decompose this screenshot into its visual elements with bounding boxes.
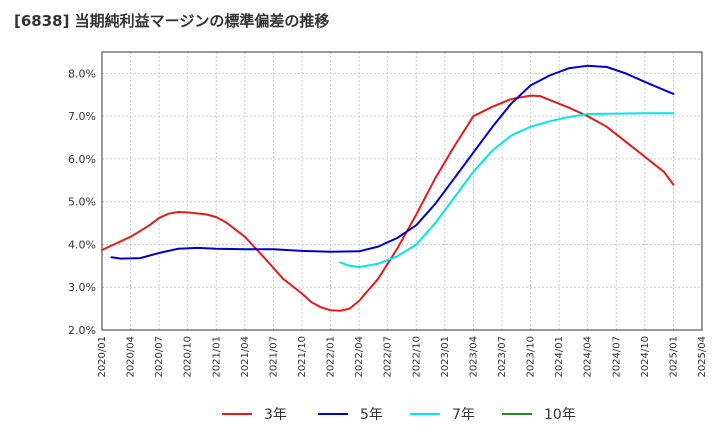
y-tick-label: 8.0% bbox=[68, 67, 96, 80]
x-tick-label: 2023/10 bbox=[526, 336, 537, 378]
y-tick-label: 4.0% bbox=[68, 238, 96, 251]
y-tick-label: 3.0% bbox=[68, 281, 96, 294]
x-tick-label: 2024/10 bbox=[640, 336, 651, 378]
x-tick-label: 2021/07 bbox=[268, 336, 279, 378]
x-tick-label: 2024/01 bbox=[554, 336, 565, 378]
series-line-3 bbox=[339, 112, 675, 269]
plot-area bbox=[102, 52, 702, 330]
legend-label-2: 5年 bbox=[360, 407, 383, 423]
series-line-1 bbox=[101, 94, 675, 312]
x-tick-label: 2020/07 bbox=[154, 336, 165, 378]
x-tick-label: 2024/04 bbox=[583, 336, 594, 378]
series-line-2 bbox=[110, 64, 675, 260]
y-tick-label: 7.0% bbox=[68, 110, 96, 123]
x-tick-label: 2022/10 bbox=[411, 336, 422, 378]
y-tick-label: 5.0% bbox=[68, 196, 96, 209]
x-tick-label: 2022/01 bbox=[326, 336, 337, 378]
legend-label-3: 7年 bbox=[452, 407, 475, 423]
x-tick-label: 2025/04 bbox=[697, 336, 708, 378]
x-tick-label: 2023/04 bbox=[468, 336, 479, 378]
x-tick-label: 2022/04 bbox=[354, 336, 365, 378]
x-tick-label: 2023/01 bbox=[440, 336, 451, 378]
y-tick-label: 6.0% bbox=[68, 153, 96, 166]
x-tick-label: 2022/07 bbox=[383, 336, 394, 378]
x-tick-label: 2023/07 bbox=[497, 336, 508, 378]
x-tick-label: 2020/04 bbox=[126, 336, 137, 378]
x-tick-label: 2020/01 bbox=[97, 336, 108, 378]
x-tick-label: 2020/10 bbox=[183, 336, 194, 378]
plot-border bbox=[101, 51, 703, 331]
chart-title: [6838] 当期純利益マージンの標準偏差の推移 bbox=[14, 12, 330, 30]
x-tick-label: 2021/04 bbox=[240, 336, 251, 378]
x-tick-label: 2024/07 bbox=[611, 336, 622, 378]
x-tick-label: 2025/01 bbox=[668, 336, 679, 378]
x-tick-label: 2021/10 bbox=[297, 336, 308, 378]
y-tick-label: 2.0% bbox=[68, 324, 96, 337]
legend-label-1: 3年 bbox=[264, 407, 287, 423]
legend-label-4: 10年 bbox=[544, 407, 576, 423]
x-tick-label: 2021/01 bbox=[211, 336, 222, 378]
